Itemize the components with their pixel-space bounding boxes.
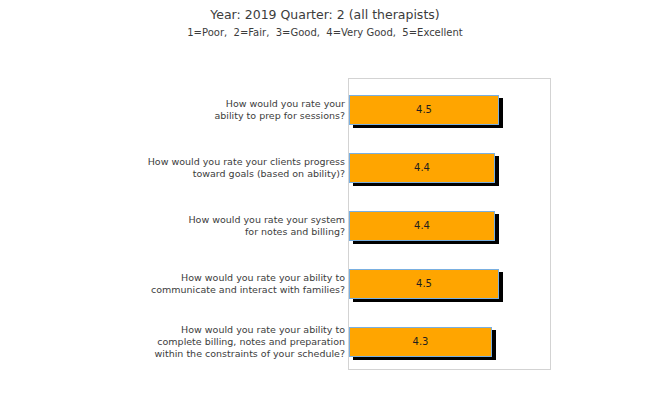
bar-value-label: 4.4 [414, 220, 430, 231]
bar: 4.4 [349, 153, 495, 183]
bar: 4.4 [349, 211, 495, 241]
category-label: How would you rate your ability to commu… [45, 272, 345, 296]
bar-value-label: 4.3 [413, 336, 429, 347]
category-label: How would you rate your ability to prep … [45, 98, 345, 122]
survey-bar-chart: Year: 2019 Quarter: 2 (all therapists) 1… [0, 0, 650, 400]
bar: 4.3 [349, 327, 492, 357]
plot-area: 4.5 4.4 4.4 4.5 4.3 [348, 78, 551, 370]
chart-title: Year: 2019 Quarter: 2 (all therapists) [0, 7, 650, 22]
category-label: How would you rate your system for notes… [45, 214, 345, 238]
bar-value-label: 4.5 [416, 104, 432, 115]
bar-value-label: 4.4 [414, 162, 430, 173]
chart-subtitle: 1=Poor, 2=Fair, 3=Good, 4=Very Good, 5=E… [0, 27, 650, 38]
bar: 4.5 [349, 269, 499, 299]
bar: 4.5 [349, 95, 499, 125]
category-label: How would you rate your ability to compl… [45, 324, 345, 360]
category-label: How would you rate your clients progress… [45, 156, 345, 180]
bar-value-label: 4.5 [416, 278, 432, 289]
